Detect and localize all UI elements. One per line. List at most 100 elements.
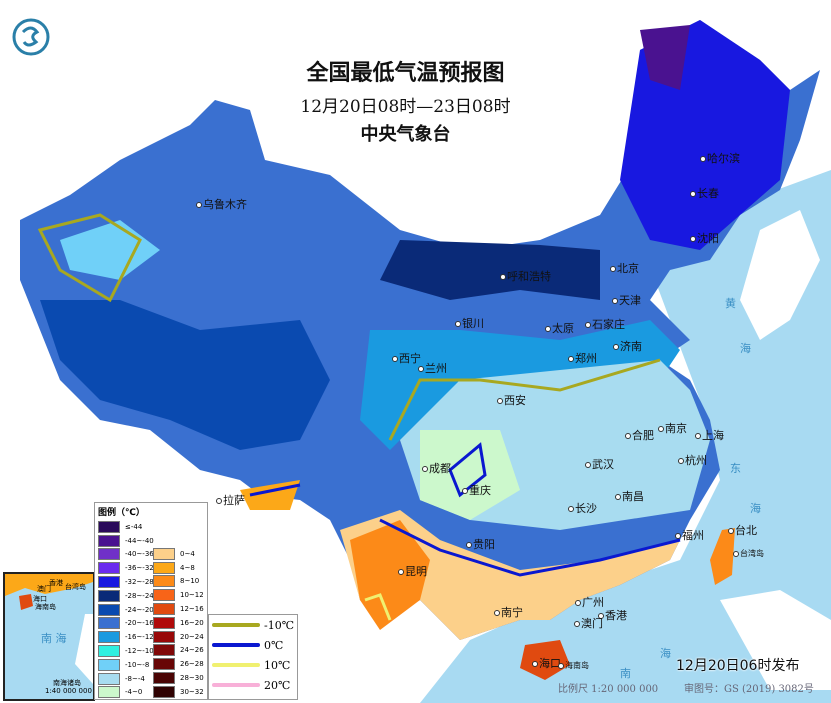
city-label: 沈阳 [690,230,719,246]
legend-label: -44~-40 [125,536,154,545]
south-china-sea-inset: 香港 澳门 台湾岛 海口 海南岛 南 海 南海诸岛 1:40 000 000 [3,572,95,701]
legend-item: 16~20 [153,616,204,630]
isoline-10 [364,593,392,621]
legend-swatch [153,672,175,685]
inset-title: 南海诸岛 [53,679,81,687]
city-label: 拉萨 [216,492,245,508]
legend-label: 12~16 [180,605,204,614]
legend-swatch [98,562,120,575]
legend-item: -4~0 [98,686,154,700]
legend-label: 28~30 [180,674,204,683]
forecast-period: 12月20日08时—23日08时 [300,97,511,117]
legend-label: -20~-16 [125,619,154,628]
tarim-basin-zone [60,220,160,280]
extreme-cold-zone [640,25,690,90]
review-number: 审图号：GS (2019) 3082号 [684,684,814,695]
city-label: 武汉 [585,456,614,472]
sea-label: 海 [660,647,671,660]
legend-label: -36~-32 [125,564,154,573]
legend-label: 26~28 [180,660,204,669]
legend-label: -28~-24 [125,591,154,600]
legend-swatch [153,658,175,671]
city-label: 福州 [675,527,704,543]
inset-label: 香港 [49,579,63,587]
isoline-legend-item: -10℃ [209,615,297,635]
inset-scale: 1:40 000 000 [45,687,92,695]
city-label: 北京 [610,260,639,276]
legend-item: -32~-28 [98,575,154,589]
city-label: 香港 [598,607,627,623]
map-title: 全国最低气温预报图 [306,61,505,86]
legend-item: -44~-40 [98,534,154,548]
legend-item: 24~26 [153,644,204,658]
legend-item: -36~-32 [98,561,154,575]
legend-item: 10~12 [153,588,204,602]
legend-swatch [98,576,120,589]
philippines-land [720,590,831,690]
legend-swatch [153,644,175,657]
city-label: 南昌 [615,488,644,504]
legend-label: -40~-36 [125,550,154,559]
legend-label: -8~-4 [125,674,145,683]
legend-swatch [98,672,120,685]
inset-sea-label: 南 海 [41,632,67,645]
legend-item: 26~28 [153,657,204,671]
legend-item: 8~10 [153,575,204,589]
isoline-0 [249,483,681,577]
legend-item: -40~-36 [98,548,154,562]
legend-title: 图例（℃） [98,508,145,518]
city-label: 天津 [612,292,641,308]
legend-swatch [153,685,175,698]
legend-label: 20~24 [180,632,204,641]
isoline-legend: -10℃ 0℃ 10℃ 20℃ [208,614,298,700]
legend-label: -12~-10 [125,647,154,656]
legend-item: -24~-20 [98,603,154,617]
legend-item: 20~24 [153,630,204,644]
legend-swatch [98,617,120,630]
legend-label: 8~10 [180,577,200,586]
legend-swatch [153,547,175,560]
isoline-swatch [212,643,260,647]
legend-label: -24~-20 [125,605,154,614]
city-label: 西安 [497,392,526,408]
legend-swatch [153,575,175,588]
map-scale: 比例尺 1:20 000 000 [558,684,659,695]
cma-logo [12,18,50,56]
legend-swatch [153,616,175,629]
legend-item: 12~16 [153,602,204,616]
korea-land [740,210,820,340]
legend-label: -16~-12 [125,633,154,642]
inner-mongolia-zone [380,240,600,300]
isoline-legend-item: 20℃ [209,675,297,695]
isoline-label: 20℃ [264,678,291,692]
city-label: 重庆 [462,482,491,498]
city-label: 呼和浩特 [500,268,551,284]
legend-swatch [153,630,175,643]
legend-swatch [98,589,120,602]
city-label: 石家庄 [585,316,625,332]
city-label: 成都 [422,460,451,476]
city-label: 长春 [690,185,719,201]
city-label: 西宁 [392,350,421,366]
legend-item: 30~32 [153,685,204,699]
legend-swatch [153,561,175,574]
legend-swatch [98,534,120,547]
legend-swatch [98,645,120,658]
city-label: 长沙 [568,500,597,516]
legend-swatch [98,686,120,699]
sea-label: 黄 [725,297,736,310]
inset-label: 台湾岛 [65,583,86,591]
city-label: 贵阳 [466,536,495,552]
city-label: 上海 [695,427,724,443]
legend-item: 0~4 [153,547,204,561]
legend-item: 4~8 [153,561,204,575]
legend-item: -20~-16 [98,617,154,631]
legend-label: -10~-8 [125,660,150,669]
city-label: 济南 [613,338,642,354]
legend-item: -8~-4 [98,672,154,686]
inset-label: 澳门 [37,585,51,593]
isoline-label: 0℃ [264,638,284,652]
city-label: 哈尔滨 [700,150,740,166]
city-label: 昆明 [398,563,427,579]
issuer: 中央气象台 [360,124,451,145]
